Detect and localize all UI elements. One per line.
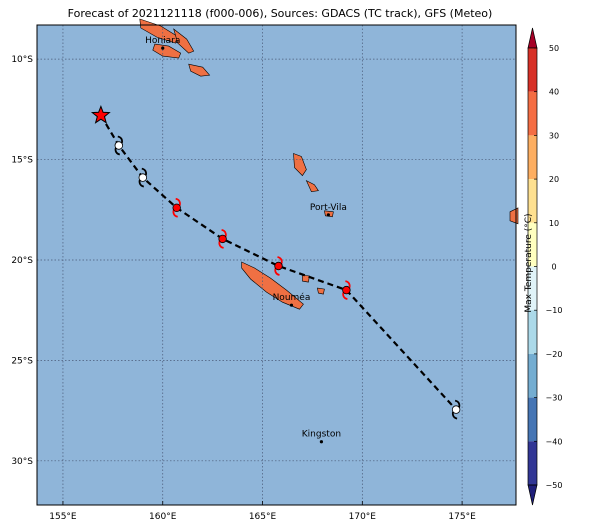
city-label: Kingston (302, 430, 341, 440)
lon-tick-label: 170°E (349, 512, 377, 522)
cyclone-symbol-icon (451, 399, 461, 420)
colorbar-segment (528, 397, 537, 442)
city-marker (289, 303, 294, 307)
city-label: Honiara (145, 36, 180, 46)
cyclone-symbol-icon (218, 229, 227, 249)
map-frame (36, 24, 517, 506)
colorbar-tick-label: −10 (546, 306, 563, 315)
cyclone-eye (114, 141, 124, 150)
star-icon (90, 104, 111, 124)
colorbar-label: Max Temperature (°C) (524, 213, 534, 313)
cyclone-symbol-icon (138, 167, 148, 188)
colorbar-tick-label: −20 (546, 350, 563, 359)
cyclone-eye (138, 173, 148, 182)
lat-tick-label: 20°S (11, 256, 33, 266)
colorbar-tick-label: −30 (546, 394, 563, 403)
colorbar-segment (528, 135, 537, 180)
colorbar-segment (528, 441, 537, 485)
island-new-caledonia (241, 261, 304, 310)
city-marker (319, 440, 324, 444)
lat-tick-label: 30°S (11, 457, 33, 467)
island-vanuatu-espiritu (293, 153, 307, 177)
city-layer: Honiara Port-Vila Nouméa Kingston (145, 36, 347, 444)
lat-tick-label: 15°S (11, 156, 33, 166)
city-label: Port-Vila (310, 203, 347, 213)
lon-tick-label: 160°E (149, 512, 177, 522)
cyclone-eye (172, 203, 181, 213)
cyclone-symbol-icon (114, 135, 124, 156)
island-solomon-malaita (173, 28, 195, 54)
colorbar-tick-label: 40 (549, 88, 559, 97)
lon-tick-label: 165°E (249, 512, 277, 522)
colorbar-tick-label: 30 (549, 131, 559, 140)
colorbar-tick-label: −50 (546, 481, 563, 490)
colorbar-bottom-arrow (527, 484, 538, 506)
city-label: Nouméa (273, 292, 311, 303)
cyclone-eye (342, 285, 351, 295)
colorbar-tick-label: 50 (549, 44, 559, 53)
cyclone-eye (274, 261, 283, 271)
colorbar-segment (528, 179, 537, 223)
lat-tick-label: 25°S (11, 356, 33, 366)
colorbar-segment (528, 266, 537, 311)
colorbar-tick-label: 0 (551, 263, 556, 272)
colorbar-tick-label: 20 (549, 175, 559, 184)
cyclone-track (90, 104, 461, 420)
lat-tick-label: 10°S (11, 55, 33, 65)
map-title: Forecast of 2021121118 (f000-006), Sourc… (67, 7, 493, 20)
lon-tick-label: 175°E (448, 512, 476, 522)
lon-tick-label: 155°E (49, 512, 77, 522)
cyclone-symbol-icon (342, 280, 351, 300)
colorbar: 50 40 30 20 10 0 −10 −20 −30 −40 −50 (527, 27, 563, 506)
city-marker (161, 46, 165, 50)
colorbar-tick-label: 10 (549, 219, 559, 228)
island-solomon-guadalcanal (152, 43, 182, 59)
cyclone-symbol-icon (172, 197, 181, 218)
city-marker (326, 213, 330, 217)
axis-labels: 155°E 160°E 165°E 170°E 175°E 10°S 15°S 20°S 25°… (11, 55, 476, 522)
island-loyalty-lifou (302, 274, 310, 283)
island-loyalty-mare (317, 287, 325, 295)
cyclone-eye (451, 405, 461, 414)
colorbar-segment (528, 310, 537, 354)
island-vanuatu-malekula (305, 179, 319, 193)
colorbar-tick-label: −40 (546, 437, 563, 446)
colorbar-segment (528, 48, 537, 92)
colorbar-segment (528, 353, 537, 398)
cyclone-symbol-icon (274, 256, 283, 276)
track-line (99, 114, 457, 411)
colorbar-segment (528, 91, 537, 136)
cyclone-eye (218, 234, 227, 244)
graticule (37, 25, 516, 505)
colorbar-segment (528, 222, 537, 267)
colorbar-top-arrow (527, 27, 538, 49)
island-solomon-makira (188, 63, 211, 77)
